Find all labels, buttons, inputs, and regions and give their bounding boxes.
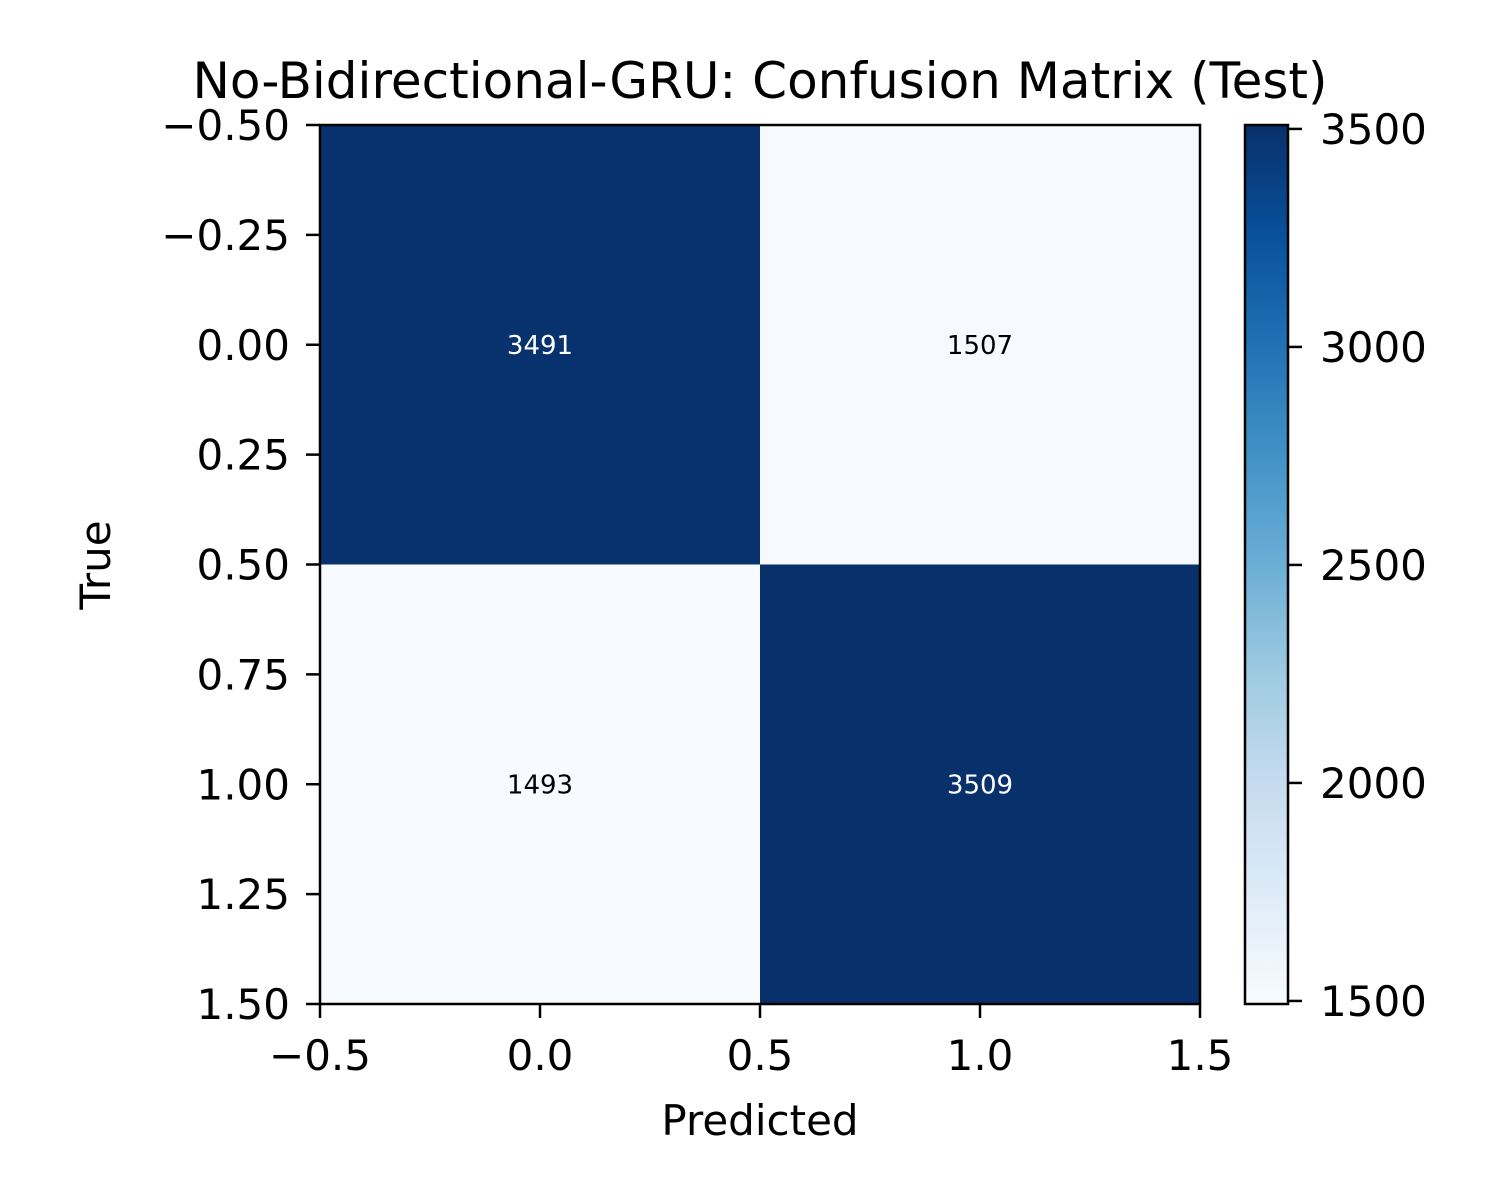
colorbar-tick-label: 3000 bbox=[1320, 323, 1427, 372]
y-tick-label: 1.50 bbox=[196, 980, 290, 1029]
x-tick-label: 1.0 bbox=[947, 1031, 1014, 1080]
x-tick-label: 0.5 bbox=[727, 1031, 794, 1080]
y-tick-label: 1.25 bbox=[196, 870, 290, 919]
y-tick-label: −0.50 bbox=[161, 101, 290, 150]
colorbar-tick-label: 3500 bbox=[1320, 105, 1427, 154]
y-tick-label: 0.75 bbox=[196, 650, 290, 699]
cell-value-1-0: 1493 bbox=[507, 770, 573, 800]
x-axis-label: Predicted bbox=[661, 1096, 858, 1145]
cell-value-0-0: 3491 bbox=[507, 331, 573, 361]
x-tick-label: −0.5 bbox=[269, 1031, 371, 1080]
colorbar-axis: 1500 2000 2500 3000 3500 bbox=[1288, 105, 1427, 1026]
colorbar bbox=[1243, 123, 1290, 1006]
heatmap-cell-0-0 bbox=[320, 125, 760, 565]
heatmap-cell-1-1 bbox=[760, 564, 1200, 1004]
heatmap-cell-labels: 3491 1507 1493 3509 bbox=[507, 331, 1013, 801]
colorbar-tick-label: 2000 bbox=[1320, 759, 1427, 808]
heatmap-cell-0-1 bbox=[760, 125, 1200, 565]
heatmap-cell-1-0 bbox=[320, 564, 760, 1004]
y-axis-label: True bbox=[71, 520, 120, 610]
y-tick-label: 0.00 bbox=[196, 321, 290, 370]
cell-value-1-1: 3509 bbox=[947, 770, 1013, 800]
cell-value-0-1: 1507 bbox=[947, 331, 1013, 361]
y-tick-label: 0.50 bbox=[196, 541, 290, 590]
y-axis: −0.50 −0.25 0.00 0.25 0.50 0.75 1.00 1.25 1.50 bbox=[161, 101, 320, 1029]
colorbar-tick-label: 2500 bbox=[1320, 541, 1427, 590]
y-tick-label: 0.25 bbox=[196, 431, 290, 480]
chart-title: No-Bidirectional-GRU: Confusion Matrix (… bbox=[192, 52, 1327, 110]
x-axis: −0.5 0.0 0.5 1.0 1.5 bbox=[269, 1004, 1233, 1080]
y-tick-label: 1.00 bbox=[196, 760, 290, 809]
heatmap-cells bbox=[320, 125, 1200, 1004]
colorbar-tick-label: 1500 bbox=[1320, 977, 1427, 1026]
x-tick-label: 1.5 bbox=[1167, 1031, 1234, 1080]
x-tick-label: 0.0 bbox=[507, 1031, 574, 1080]
y-tick-label: −0.25 bbox=[161, 211, 290, 260]
